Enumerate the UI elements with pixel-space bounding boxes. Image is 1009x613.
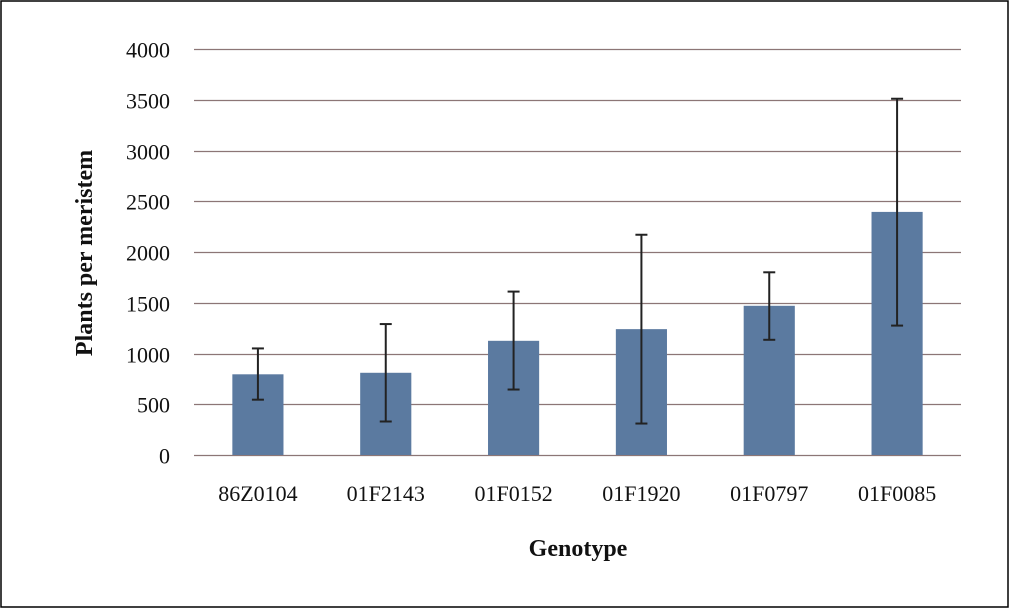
y-tick-label: 0 — [159, 444, 170, 469]
y-tick-label: 2000 — [126, 241, 170, 266]
error-bar-01F1920 — [635, 233, 648, 425]
error-bar-01F0085 — [891, 97, 904, 327]
y-tick-label: 500 — [137, 393, 170, 418]
x-tick-label-01F1920: 01F1920 — [602, 481, 680, 506]
y-axis-ticks: 0 500 1000 1500 2000 2500 3000 3500 4000 — [126, 38, 170, 469]
error-bars — [251, 97, 904, 425]
y-axis-title: Plants per meristem — [72, 150, 98, 356]
x-axis-ticks: 86Z0104 01F2143 01F0152 01F1920 01F0797 01F00… — [218, 481, 936, 506]
error-bar-01F0797 — [763, 271, 776, 341]
x-tick-label-01F2143: 01F2143 — [347, 481, 425, 506]
x-tick-label-01F0152: 01F0152 — [474, 481, 552, 506]
y-tick-label: 2500 — [126, 190, 170, 215]
x-tick-label-86Z0104: 86Z0104 — [218, 481, 297, 506]
error-bar-01F0152 — [507, 290, 520, 391]
x-tick-label-01F0797: 01F0797 — [730, 481, 808, 506]
error-bar-01F2143 — [379, 323, 392, 423]
x-axis-title: Genotype — [529, 536, 628, 562]
y-tick-label: 1000 — [126, 343, 170, 368]
y-tick-label: 3500 — [126, 89, 170, 114]
gridlines — [194, 48, 961, 457]
y-tick-label: 3000 — [126, 140, 170, 165]
y-tick-label: 4000 — [126, 38, 170, 63]
y-tick-label: 1500 — [126, 292, 170, 317]
error-bar-86Z0104 — [251, 347, 264, 401]
x-tick-label-01F0085: 01F0085 — [858, 481, 936, 506]
